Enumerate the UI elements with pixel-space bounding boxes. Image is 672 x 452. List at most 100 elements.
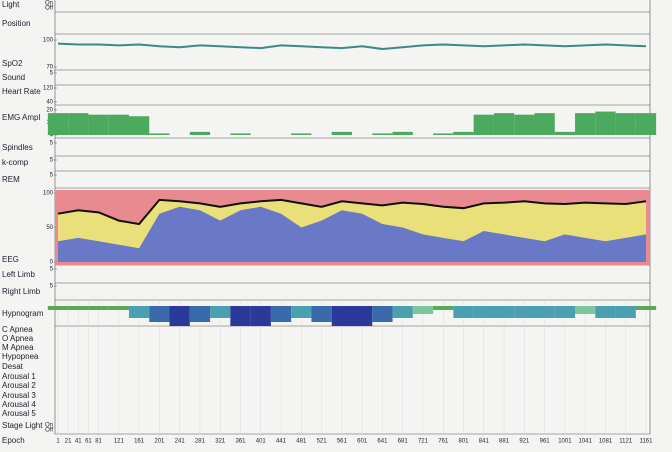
epoch-label: 641 — [377, 439, 388, 445]
hypnogram-block — [88, 306, 109, 310]
epoch-label: 961 — [540, 439, 551, 445]
emg-bar — [595, 111, 616, 135]
epoch-label: 881 — [499, 439, 510, 445]
tick-label: 5 — [50, 141, 54, 147]
panel-label: Arousal 1 — [2, 372, 36, 381]
tick-label: Off — [45, 428, 53, 434]
hypnogram-block — [392, 306, 413, 318]
hypnogram-block — [169, 306, 190, 326]
hypnogram-block — [128, 306, 150, 318]
emg-bar — [331, 131, 352, 135]
hypnogram-block — [250, 306, 271, 326]
tick-label: On — [45, 1, 53, 7]
emg-bar — [291, 133, 312, 135]
panel-label: k-comp — [2, 158, 29, 167]
emg-bar — [392, 131, 413, 135]
panel-label: M Apnea — [2, 343, 34, 352]
panel-label: Hypopnea — [2, 352, 39, 361]
hypnogram-block — [514, 306, 535, 318]
hypnogram-block — [412, 306, 434, 314]
hypnogram-block — [230, 306, 251, 326]
panel-label: Arousal 2 — [2, 381, 36, 390]
hypnogram-block — [595, 306, 616, 318]
emg-bar — [473, 114, 494, 135]
epoch-label: 921 — [519, 439, 530, 445]
emg-bar — [189, 131, 211, 135]
emg-bar — [88, 114, 109, 135]
emg-bar — [635, 113, 657, 135]
hypnogram-block — [210, 306, 231, 318]
epoch-label: 481 — [296, 439, 307, 445]
panel-label: Desat — [2, 362, 24, 371]
hypnogram-block — [68, 306, 89, 310]
emg-bar — [47, 113, 69, 135]
epoch-label: 521 — [317, 439, 328, 445]
tick-label: 100 — [43, 38, 54, 44]
epoch-label: 41 — [75, 439, 82, 445]
epoch-label: 1001 — [558, 439, 572, 445]
panel-label: Sound — [2, 73, 25, 82]
epoch-label: 361 — [235, 439, 246, 445]
tick-label: 20 — [46, 108, 53, 114]
epoch-label: 561 — [337, 439, 348, 445]
epoch-label: 681 — [398, 439, 409, 445]
tick-label: On — [45, 423, 53, 429]
panel-label: Spindles — [2, 143, 33, 152]
emg-bar — [433, 133, 454, 135]
epoch-label: 281 — [195, 439, 206, 445]
emg-bar — [575, 113, 596, 135]
panel-label: Left Limb — [2, 270, 35, 279]
hypnogram-block — [352, 306, 373, 326]
hypnogram-block — [189, 306, 211, 322]
emg-bar — [108, 114, 129, 135]
panel-label: SpO2 — [2, 59, 23, 68]
hypnogram-block — [108, 306, 129, 310]
epoch-label: 1041 — [578, 439, 592, 445]
hypnogram-block — [311, 306, 332, 322]
panel-label: C Apnea — [2, 325, 33, 334]
hypnogram-block — [433, 306, 454, 310]
emg-bar — [149, 133, 170, 135]
epoch-label: 401 — [256, 439, 267, 445]
tick-label: 5 — [50, 284, 54, 290]
hypnogram-block — [635, 306, 657, 310]
hypnogram-block — [473, 306, 494, 318]
hypnogram-block — [493, 306, 515, 318]
tick-label: Off — [45, 6, 53, 12]
epoch-label: 21 — [65, 439, 72, 445]
hypnogram-block — [47, 306, 69, 310]
hypnogram-block — [534, 306, 555, 318]
emg-bar — [128, 116, 150, 135]
hypnogram-block — [149, 306, 170, 322]
spo2-line — [57, 42, 647, 51]
tick-label: 5 — [50, 158, 54, 164]
tick-label: 40 — [46, 100, 53, 106]
hypnogram-block — [575, 306, 596, 314]
panel-label: EEG — [2, 255, 19, 264]
epoch-label: 1121 — [619, 439, 633, 445]
epoch-label: 161 — [134, 439, 145, 445]
panel-label: Arousal 4 — [2, 400, 36, 409]
emg-bar — [534, 113, 555, 135]
epoch-label: 201 — [154, 439, 165, 445]
epoch-label: 81 — [95, 439, 102, 445]
hypnogram-block — [270, 306, 292, 322]
tick-label: 120 — [43, 86, 54, 92]
epoch-label: 241 — [175, 439, 186, 445]
emg-bar — [554, 131, 576, 135]
epoch-label: 601 — [357, 439, 368, 445]
panel-label: Heart Rate — [2, 87, 41, 96]
panel-label: Light — [2, 0, 20, 9]
hypnogram-block — [615, 306, 636, 318]
epoch-label: 841 — [479, 439, 490, 445]
emg-bar — [615, 113, 636, 135]
emg-bar — [514, 114, 535, 135]
tick-label: 5 — [50, 71, 54, 77]
hypnogram-block — [554, 306, 576, 318]
panel-label: Arousal 5 — [2, 409, 36, 418]
epoch-label: 1161 — [640, 439, 654, 445]
hypnogram-block — [372, 306, 393, 322]
epoch-label: 801 — [459, 439, 470, 445]
tick-label: 100 — [43, 191, 54, 197]
